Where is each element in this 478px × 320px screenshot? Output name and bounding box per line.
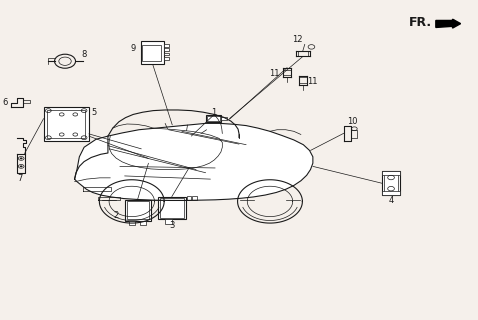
- Text: 4: 4: [389, 196, 394, 205]
- Text: 6: 6: [3, 98, 8, 107]
- Bar: [130, 220, 135, 225]
- Text: 10: 10: [347, 116, 358, 126]
- Text: 9: 9: [130, 44, 135, 53]
- Bar: [382, 171, 400, 175]
- Text: 5: 5: [91, 108, 96, 117]
- Circle shape: [20, 165, 22, 167]
- Text: 7: 7: [17, 174, 22, 183]
- Bar: [206, 116, 220, 121]
- Text: FR.: FR.: [409, 17, 432, 29]
- Bar: [142, 45, 161, 61]
- Bar: [298, 51, 308, 56]
- Text: 11: 11: [269, 69, 280, 78]
- Bar: [164, 52, 169, 55]
- Bar: [43, 108, 89, 141]
- Text: 12: 12: [292, 36, 303, 44]
- Bar: [158, 197, 185, 219]
- Polygon shape: [75, 123, 313, 200]
- Circle shape: [20, 157, 22, 159]
- Text: 8: 8: [81, 50, 87, 59]
- Bar: [141, 42, 164, 64]
- Bar: [47, 110, 85, 138]
- Polygon shape: [436, 20, 455, 28]
- Bar: [164, 49, 169, 51]
- Bar: [141, 220, 146, 225]
- Bar: [206, 116, 221, 122]
- Bar: [192, 196, 197, 200]
- Text: 11: 11: [307, 77, 317, 86]
- Polygon shape: [453, 19, 461, 28]
- Bar: [164, 219, 172, 224]
- Bar: [127, 201, 149, 219]
- Bar: [221, 117, 227, 120]
- Bar: [186, 196, 191, 200]
- Bar: [164, 44, 169, 47]
- Bar: [384, 174, 398, 193]
- Bar: [164, 57, 169, 60]
- Bar: [125, 200, 151, 220]
- Text: 1: 1: [211, 108, 216, 117]
- Bar: [382, 191, 400, 195]
- Bar: [160, 198, 184, 218]
- Bar: [299, 77, 307, 83]
- Bar: [382, 171, 400, 195]
- Text: 2: 2: [113, 211, 119, 220]
- Text: 3: 3: [169, 221, 174, 230]
- Bar: [283, 69, 291, 75]
